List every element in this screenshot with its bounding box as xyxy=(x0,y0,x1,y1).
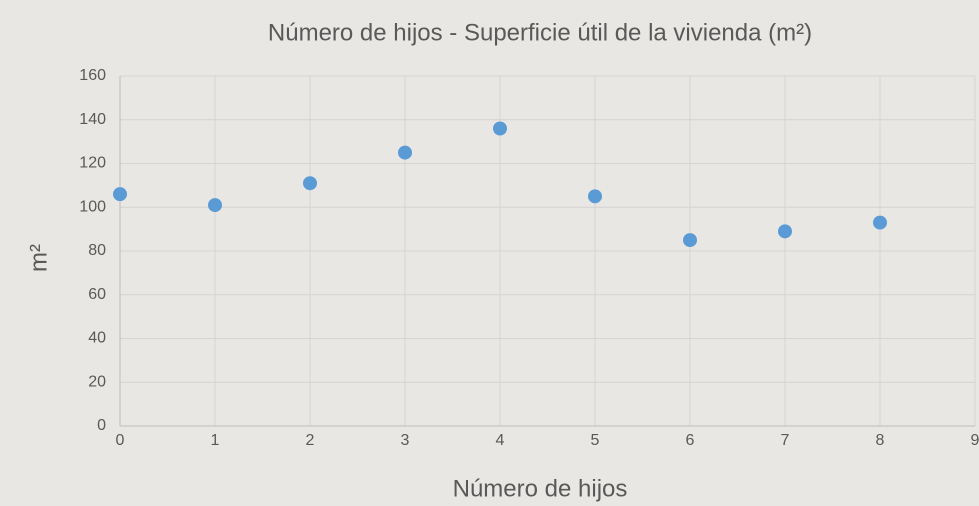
y-tick-label: 0 xyxy=(97,417,106,434)
y-axis-label: m² xyxy=(25,244,52,272)
x-tick-label: 2 xyxy=(306,432,315,449)
point xyxy=(778,224,792,239)
y-tick-label: 140 xyxy=(79,111,106,128)
x-tick-label: 9 xyxy=(971,432,979,449)
point xyxy=(113,187,127,202)
point xyxy=(303,176,317,191)
y-tick-label: 120 xyxy=(79,155,106,172)
point xyxy=(873,215,887,230)
chart-title: Número de hijos - Superficie útil de la … xyxy=(268,19,812,46)
x-tick-label: 4 xyxy=(496,432,505,449)
point xyxy=(208,198,222,213)
y-tick-label: 100 xyxy=(79,198,106,215)
x-tick-label: 7 xyxy=(781,432,790,449)
x-tick-label: 6 xyxy=(686,432,695,449)
y-tick-label: 60 xyxy=(88,286,106,303)
point xyxy=(683,233,697,248)
x-tick-label: 0 xyxy=(116,432,125,449)
y-tick-label: 40 xyxy=(88,330,106,347)
x-axis-label: Número de hijos xyxy=(453,475,628,502)
y-tick-label: 160 xyxy=(79,67,106,84)
y-tick-label: 80 xyxy=(88,242,106,259)
x-tick-label: 8 xyxy=(876,432,885,449)
x-tick-label: 1 xyxy=(211,432,220,449)
point xyxy=(398,145,412,160)
x-tick-label: 3 xyxy=(401,432,410,449)
point xyxy=(493,121,507,136)
point xyxy=(588,189,602,204)
y-tick-label: 20 xyxy=(88,373,106,390)
x-tick-label: 5 xyxy=(591,432,600,449)
